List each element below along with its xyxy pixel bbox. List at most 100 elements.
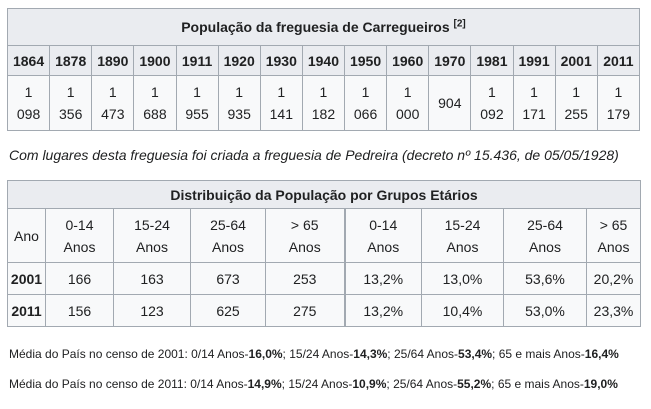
- age-group-range: 0-14: [369, 216, 398, 233]
- average-value: 14,3%: [353, 347, 388, 361]
- population-value-top: 1: [319, 84, 328, 100]
- population-value-top: 904: [438, 95, 462, 111]
- age-data-row: 2011 156 123 625 275 13,2% 10,4% 53,0% 23,3%: [7, 294, 642, 327]
- average-prefix: Média do País no censo de 2001: 0/14 Ano…: [9, 347, 249, 361]
- age-group-unit: Anos: [446, 238, 479, 255]
- age-count-cell: 123: [113, 294, 191, 327]
- age-percent-cell: 53,6%: [503, 262, 587, 295]
- population-value-top: 1: [277, 84, 286, 100]
- population-value-bottom: 688: [143, 106, 167, 122]
- population-value-top: 1: [403, 84, 412, 100]
- age-count-cell: 673: [190, 262, 266, 295]
- population-value-top: 1: [614, 84, 623, 100]
- population-value-cell: 1 255: [554, 75, 598, 131]
- population-table-title: População da freguesia de Carregueiros […: [7, 8, 640, 46]
- population-value-cell: 1 182: [301, 75, 346, 131]
- population-value-bottom: 255: [564, 106, 588, 122]
- pedreira-note: Com lugares desta freguesia foi criada a…: [9, 147, 619, 163]
- row-year: 2001: [7, 262, 46, 295]
- average-label: ; 25/64 Anos-: [386, 377, 458, 391]
- population-value-top: 1: [108, 84, 117, 100]
- population-value-cell: 1 356: [49, 75, 93, 131]
- population-value-top: 1: [488, 84, 496, 100]
- age-percent-cell: 20,2%: [585, 262, 642, 295]
- age-percent-cell: 53,0%: [503, 294, 587, 327]
- population-value-bottom: 179: [606, 106, 631, 122]
- year-header-cell: 1911: [175, 45, 219, 76]
- population-value-cell: 1 141: [259, 75, 303, 131]
- reference-link[interactable]: [2]: [453, 18, 466, 30]
- average-label: ; 65 e mais Anos-: [492, 347, 585, 361]
- row-year: 2011: [7, 294, 46, 327]
- population-value-cell: 1 473: [91, 75, 135, 131]
- year-header-cell: 1940: [301, 45, 346, 76]
- population-value-cell: 1 066: [343, 75, 388, 131]
- year-header-cell: 2001: [554, 45, 598, 76]
- population-value-cell: 1 000: [386, 75, 430, 131]
- population-value-bottom: 000: [396, 106, 420, 122]
- age-table-title: Distribuição da População por Grupos Etá…: [6, 180, 642, 209]
- population-value-bottom: 182: [311, 106, 336, 122]
- age-percent-cell: 23,3%: [585, 294, 642, 327]
- age-group-header: 15-24 Anos: [113, 208, 191, 263]
- average-label: ; 15/24 Anos-: [281, 377, 353, 391]
- population-value-top: 1: [530, 84, 538, 100]
- year-header-cell: 1981: [470, 45, 514, 76]
- average-prefix: Média do País no censo de 2011: 0/14 Ano…: [9, 377, 248, 391]
- age-percent-cell: 10,4%: [421, 294, 504, 327]
- age-group-range: 15-24: [134, 216, 170, 233]
- population-value-bottom: 473: [101, 106, 125, 122]
- population-value-top: 1: [193, 84, 201, 100]
- age-group-header: 25-64 Anos: [190, 208, 266, 263]
- average-value: 16,4%: [584, 347, 619, 361]
- year-header-cell: 1930: [259, 45, 303, 76]
- age-group-header: 0-14 Anos: [343, 208, 422, 263]
- age-group-header: > 65 Anos: [265, 208, 345, 263]
- population-value-top: 1: [151, 84, 159, 100]
- population-value-cell: 1 688: [133, 75, 177, 131]
- population-value-bottom: 171: [522, 106, 546, 122]
- age-data-row: 2001 166 163 673 253 13,2% 13,0% 53,6% 20,2%: [7, 262, 642, 295]
- average-label: ; 15/24 Anos-: [282, 347, 354, 361]
- year-header-cell: 1970: [428, 45, 472, 76]
- average-label: ; 25/64 Anos-: [387, 347, 459, 361]
- average-value: 55,2%: [457, 377, 492, 391]
- average-value: 10,9%: [352, 377, 387, 391]
- year-header-cell: 2011: [596, 45, 641, 76]
- age-group-header: 15-24 Anos: [421, 208, 504, 263]
- average-value: 19,0%: [583, 377, 618, 391]
- age-table-title-row: Distribuição da População por Grupos Etá…: [6, 180, 642, 209]
- age-count-cell: 253: [265, 262, 345, 295]
- population-value-bottom: 141: [269, 106, 293, 122]
- average-value: 14,9%: [247, 377, 282, 391]
- age-percent-cell: 13,2%: [343, 294, 422, 327]
- age-group-unit: Anos: [136, 238, 168, 255]
- population-value-bottom: 066: [353, 106, 378, 122]
- year-header-cell: 1900: [133, 45, 177, 76]
- year-header-cell: 1890: [91, 45, 135, 76]
- year-header-cell: 1991: [512, 45, 556, 76]
- age-percent-cell: 13,2%: [343, 262, 422, 295]
- national-average-2001: Média do País no censo de 2001: 0/14 Ano…: [9, 347, 619, 361]
- age-group-unit: Anos: [63, 238, 96, 255]
- age-group-header-row: Ano 0-14 Anos 15-24 Anos 25-64 Anos > 65 Anos 0-…: [7, 208, 642, 263]
- population-value-top: 1: [235, 84, 244, 100]
- age-group-range: 25-64: [527, 216, 563, 233]
- year-header-cell: 1878: [49, 45, 93, 76]
- average-value: 16,0%: [248, 347, 283, 361]
- population-value-bottom: 955: [185, 106, 209, 122]
- age-group-unit: Anos: [212, 238, 244, 255]
- age-group-unit: Anos: [367, 238, 400, 255]
- population-value-row: 1 098 1 356 1 473 1 688 1 955 1 935 1 141 1 182 1 066 1 000…: [6, 75, 641, 131]
- age-count-cell: 275: [265, 294, 345, 327]
- population-value-cell: 1 179: [596, 75, 641, 131]
- population-value-bottom: 935: [227, 106, 251, 122]
- population-year-row: 1864 1878 1890 1900 1911 1920 1930 1940 1950 1960…: [6, 45, 641, 76]
- population-value-top: 1: [24, 84, 33, 100]
- national-average-2011: Média do País no censo de 2011: 0/14 Ano…: [9, 377, 618, 391]
- population-value-cell: 904: [428, 75, 472, 131]
- age-group-unit: Anos: [288, 238, 321, 255]
- population-value-top: 1: [572, 84, 581, 100]
- age-group-header: > 65 Anos: [585, 208, 642, 263]
- age-count-cell: 156: [45, 294, 114, 327]
